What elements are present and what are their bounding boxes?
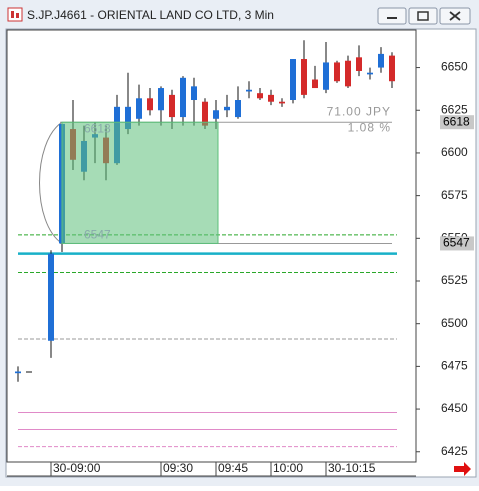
y-tick-label: 6625 [441, 102, 468, 116]
scroll-arrow[interactable] [454, 462, 471, 476]
x-tick-label: 09:30 [163, 461, 193, 475]
candle-body [213, 110, 219, 119]
candle-body [378, 53, 384, 68]
candle-body [268, 94, 274, 102]
window-icon [7, 7, 23, 22]
plot-area [6, 29, 417, 463]
candle-body [334, 62, 340, 82]
maximize-icon [417, 11, 429, 21]
candle-body [191, 86, 197, 101]
candle-body [257, 93, 263, 99]
y-tick-label: 6600 [441, 145, 468, 159]
x-tick-label: 30-09:00 [53, 461, 101, 475]
x-tick-label: 30-10:15 [328, 461, 376, 475]
candle-body [323, 62, 329, 90]
x-tick-label: 09:45 [218, 461, 248, 475]
y-tick-label: 6475 [441, 359, 468, 373]
x-tick-label: 10:00 [273, 461, 303, 475]
measure-arc [39, 121, 63, 244]
price-marker-box [440, 236, 474, 251]
candle-body [290, 59, 296, 101]
window-icon-bar [16, 13, 19, 18]
measure-end-label: 6547 [84, 228, 111, 242]
window-icon-bar [11, 11, 14, 18]
candle-body [345, 60, 351, 87]
candle-body [169, 94, 175, 118]
candle-body [312, 79, 318, 89]
candle-body [367, 72, 373, 75]
y-tick-label: 6575 [441, 188, 468, 202]
candle-body [15, 371, 21, 374]
candle-body [147, 98, 153, 111]
candle-body [125, 106, 131, 130]
candle-body [158, 88, 164, 111]
measure-change: 71.00 JPY [327, 104, 391, 118]
y-tick-label: 6450 [441, 401, 468, 415]
candle-body [26, 371, 32, 373]
y-tick-label: 6500 [441, 316, 468, 330]
candle-body [224, 106, 230, 111]
measure-box [61, 121, 219, 244]
maximize-button[interactable] [408, 7, 438, 25]
y-tick-label: 6525 [441, 273, 468, 287]
y-tick-label: 6650 [441, 60, 468, 74]
candle-body [180, 77, 186, 118]
price-marker-label: 6618 [443, 114, 470, 128]
candle-body [235, 100, 241, 118]
minimize-button[interactable] [377, 7, 407, 25]
candle-body [279, 101, 285, 104]
candle-body [389, 55, 395, 82]
candle-body [246, 89, 252, 92]
candle-body [301, 59, 307, 95]
close-icon [449, 11, 461, 21]
measure-percent: 1.08 % [348, 120, 391, 134]
measure-start-label: 6618 [84, 121, 111, 135]
candle-body [356, 57, 362, 71]
price-marker-label: 6547 [443, 236, 470, 250]
candle-body [136, 98, 142, 119]
window-title: S.JP.J4661 - ORIENTAL LAND CO LTD, 3 Min [27, 8, 274, 22]
candle-body [202, 101, 208, 126]
y-tick-label: 6425 [441, 444, 468, 458]
candle-body [48, 253, 54, 341]
price-marker-box [440, 115, 474, 130]
